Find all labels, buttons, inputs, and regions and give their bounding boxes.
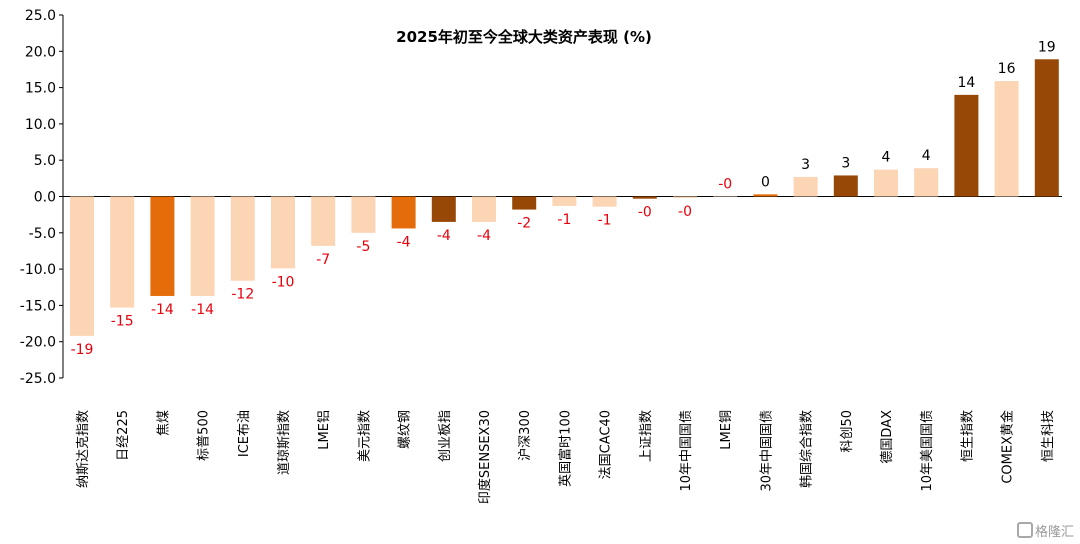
data-label: -0 [678, 204, 692, 220]
category-label: LME铝 [317, 410, 332, 450]
category-label: 10年中国国债 [679, 410, 694, 492]
data-label: -2 [517, 216, 531, 232]
bar [632, 196, 657, 199]
data-label: -5 [356, 239, 370, 255]
data-label: 4 [922, 148, 931, 164]
y-axis: 25.0 20.0 15.0 10.0 5.0 0.0 -5.0 -10.0 -15.0 -20.… [20, 8, 1062, 387]
bar [833, 175, 858, 197]
category-label: 10年美国国债 [920, 410, 935, 492]
glh-logo-icon [1016, 522, 1033, 538]
bar [552, 196, 577, 206]
category-label: 沪深300 [517, 410, 533, 461]
data-label: -10 [272, 274, 295, 290]
bar [592, 196, 617, 207]
data-label: -19 [71, 342, 94, 358]
bar [793, 176, 818, 197]
data-label: 19 [1038, 39, 1056, 55]
bar [1034, 59, 1059, 197]
category-label: 恒生科技 [1041, 410, 1056, 462]
category-label: COMEX黄金 [1000, 410, 1016, 484]
bar [753, 194, 778, 197]
bar [150, 196, 175, 296]
data-label: -4 [397, 234, 411, 250]
bar [874, 169, 898, 197]
data-label: 3 [801, 157, 810, 173]
y-tick-label: 0.0 [34, 190, 56, 206]
chart-title: 2025年初至今全球大类资产表现 (%) [396, 28, 652, 46]
category-label: 上证指数 [639, 410, 654, 462]
data-label: -14 [151, 302, 174, 318]
category-label: 道琼斯指数 [277, 410, 292, 475]
y-tick-label: -15.0 [20, 298, 56, 314]
bar [271, 196, 295, 269]
data-label: -7 [316, 252, 330, 268]
category-label: LME铜 [719, 410, 734, 450]
bar [110, 196, 135, 308]
bar [994, 81, 1019, 197]
bar [230, 196, 255, 281]
data-label: -0 [718, 177, 732, 193]
y-tick-label: -10.0 [20, 262, 56, 278]
bar [70, 196, 94, 336]
y-tick-label: 5.0 [34, 153, 56, 169]
data-label: -15 [111, 314, 134, 330]
watermark-text: 格隆汇 [1034, 525, 1074, 540]
category-label: 焦煤 [156, 410, 171, 436]
data-label: -4 [477, 228, 491, 244]
category-labels: 纳斯达克指数 日经225 焦煤 标普500 ICE布油 道琼斯指数 LME铝 美元指数 螺纹钢 创… [76, 410, 1056, 504]
data-label: 16 [998, 61, 1016, 77]
y-tick-label: -5.0 [29, 226, 56, 242]
category-label: 韩国综合指数 [800, 410, 815, 488]
category-label: 日经225 [116, 410, 131, 461]
watermark: 格隆汇 [1016, 521, 1074, 540]
data-label: 0 [761, 174, 770, 190]
category-label: 创业板指 [438, 410, 453, 462]
bar [431, 196, 456, 222]
category-label: 30年中国国债 [759, 410, 774, 492]
category-label: 科创50 [840, 410, 855, 453]
bar [311, 196, 336, 246]
data-label: 3 [841, 155, 850, 171]
data-label: 14 [957, 75, 975, 91]
data-label: -1 [598, 213, 612, 229]
bar [673, 196, 697, 198]
y-tick-label: -20.0 [20, 335, 56, 351]
bar [512, 196, 537, 210]
data-label: -12 [231, 287, 254, 303]
data-label: 4 [882, 150, 891, 166]
category-label: 标普500 [197, 410, 212, 461]
category-label: 印度SENSEX30 [477, 410, 493, 504]
category-label: 纳斯达克指数 [76, 410, 91, 488]
y-tick-label: -25.0 [20, 371, 56, 387]
data-label: -0 [638, 205, 652, 221]
bars [70, 59, 1059, 336]
data-labels: -19 -15 -14 -14 -12 -10 -7 -5 -4 -4 -4 -2 -1 -1 -0 -0 -0… [71, 39, 1056, 358]
y-tick-label: 25.0 [25, 8, 56, 24]
bar [914, 168, 939, 197]
data-label: -4 [437, 228, 451, 244]
category-label: ICE布油 [237, 410, 252, 457]
category-label: 英国富时100 [557, 410, 573, 487]
bar [713, 196, 738, 197]
y-tick-label: 20.0 [25, 44, 56, 60]
bar [391, 196, 416, 229]
bar [190, 196, 215, 296]
category-label: 恒生指数 [960, 410, 975, 462]
data-label: -1 [557, 212, 571, 228]
y-tick-label: 15.0 [25, 81, 56, 97]
category-label: 螺纹钢 [398, 410, 413, 449]
bar [472, 196, 496, 222]
y-tick-label: 10.0 [25, 117, 56, 133]
category-label: 德国DAX [880, 410, 895, 464]
category-label: 法国CAC40 [599, 410, 614, 479]
category-label: 美元指数 [357, 410, 372, 462]
bar [954, 94, 979, 197]
bar [351, 196, 376, 233]
data-label: -14 [191, 302, 214, 318]
